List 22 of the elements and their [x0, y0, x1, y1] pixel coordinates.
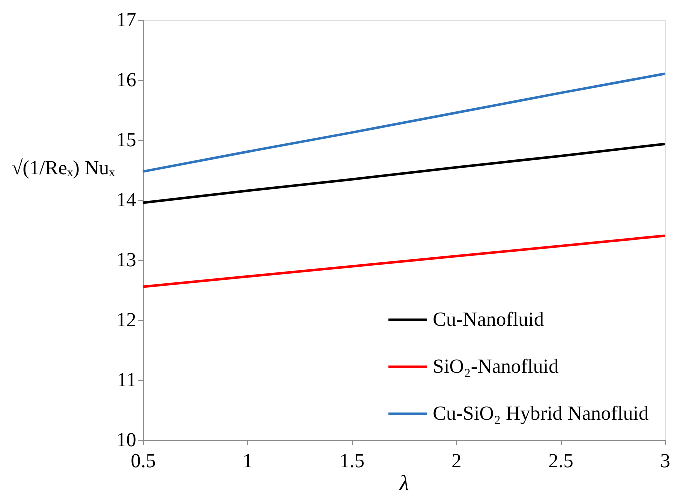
line-series — [142, 72, 666, 174]
y-tick-label: 15 — [116, 130, 136, 152]
x-tick-label: 0.5 — [131, 450, 156, 472]
x-tick-label: 2.5 — [548, 450, 574, 472]
y-tick-label: 16 — [116, 70, 136, 92]
legend-label: SiO₂-Nanofluid — [433, 356, 559, 378]
y-tick-label: 11 — [117, 370, 136, 392]
x-tick-label: 1.5 — [340, 450, 365, 472]
y-tick-label: 10 — [116, 430, 136, 452]
x-tick-label: 1 — [242, 450, 253, 472]
legend-label: Cu-SiO₂ Hybrid Nanofluid — [433, 403, 649, 425]
y-tick-label: 13 — [116, 250, 136, 272]
x-tick-label: 2 — [452, 450, 462, 472]
legend-label: Cu-Nanofluid — [433, 309, 544, 331]
x-axis-title: λ — [398, 470, 410, 491]
x-tick-label: 3 — [660, 450, 670, 472]
y-axis-title: √(1/Reₓ) Nuₓ — [12, 158, 116, 180]
line-series — [142, 142, 666, 204]
y-tick-label: 17 — [116, 10, 136, 32]
line-series — [142, 234, 666, 288]
y-tick-label: 14 — [116, 190, 136, 212]
y-tick-label: 12 — [116, 310, 136, 332]
